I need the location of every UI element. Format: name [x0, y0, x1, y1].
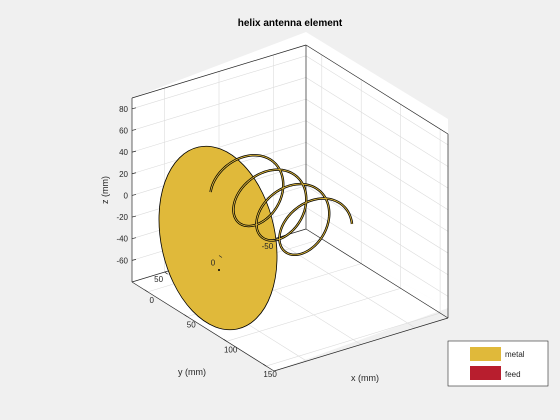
box-edge-top-left — [131, 44, 307, 99]
legend-swatch-metal — [470, 347, 501, 361]
y-tick-label: 50 — [154, 275, 163, 284]
z-tick-mark — [131, 259, 137, 261]
y-tick-label: 0 — [211, 259, 216, 268]
grid-line-z-back-right — [305, 163, 449, 254]
legend-label-feed: feed — [505, 370, 521, 379]
z-tick-label: 60 — [119, 126, 128, 135]
legend: metal feed — [447, 340, 549, 387]
z-tick-mark — [131, 172, 137, 175]
grid-lines — [131, 54, 449, 367]
z-tick-mark — [131, 215, 137, 218]
z-tick-label: 0 — [124, 191, 129, 200]
y-tick-mark — [273, 238, 277, 242]
ground-plane-disk — [158, 145, 278, 331]
x-tick-label: 100 — [224, 345, 238, 354]
x-tick-label: 150 — [263, 370, 277, 379]
grid-line-z-back-right — [305, 185, 449, 275]
z-tick-label: 20 — [119, 170, 128, 179]
z-tick-label: -20 — [116, 213, 128, 222]
z-tick-mark — [131, 150, 137, 153]
x-tick-label: 0 — [150, 296, 155, 305]
z-tick-mark — [131, 194, 137, 196]
z-tick-mark — [131, 107, 137, 110]
box-edge-y-axis — [131, 281, 275, 372]
y-axis-label: y (mm) — [178, 367, 206, 377]
z-tick-mark — [131, 129, 137, 131]
legend-swatch-feed — [470, 366, 501, 380]
z-tick-label: 40 — [119, 148, 128, 157]
back-right-pane — [306, 32, 448, 308]
z-tick-label: 80 — [119, 105, 128, 114]
box-edge-x-axis — [273, 317, 449, 372]
grid-line-z-back-right — [305, 120, 449, 211]
grid-line-z-back-right — [305, 77, 449, 167]
grid-line-z-back-right — [305, 207, 449, 297]
legend-label-metal: metal — [505, 350, 525, 359]
x-tick-mark — [144, 289, 148, 293]
grid-line-z-back-right — [305, 142, 449, 232]
helix-wire — [210, 154, 353, 256]
x-tick-mark — [184, 314, 188, 317]
box-edge-floor-back-right — [305, 228, 449, 319]
grid-line-z-back-right — [305, 55, 449, 146]
x-axis-label: x (mm) — [351, 373, 379, 383]
y-tick-label: -50 — [262, 242, 274, 251]
feed-point — [218, 269, 220, 271]
y-tick-mark — [164, 271, 168, 275]
z-axis-label: z (mm) — [100, 176, 110, 204]
z-tick-label: -40 — [116, 235, 128, 244]
z-tick-label: -60 — [116, 256, 128, 265]
z-tick-mark — [131, 237, 137, 240]
box-edge-top-right — [305, 44, 449, 135]
box-edges — [131, 44, 449, 372]
chart-title: helix antenna element — [238, 18, 343, 29]
x-tick-mark — [262, 363, 267, 367]
y-tick-mark — [218, 255, 223, 258]
x-tick-mark — [223, 339, 227, 342]
axis-ticks: 80 60 40 20 0 -20 -40 -60 50 0 -50 0 50 100 150 — [116, 105, 277, 379]
grid-line-z-back-right — [305, 98, 449, 189]
x-tick-label: 50 — [187, 321, 196, 330]
